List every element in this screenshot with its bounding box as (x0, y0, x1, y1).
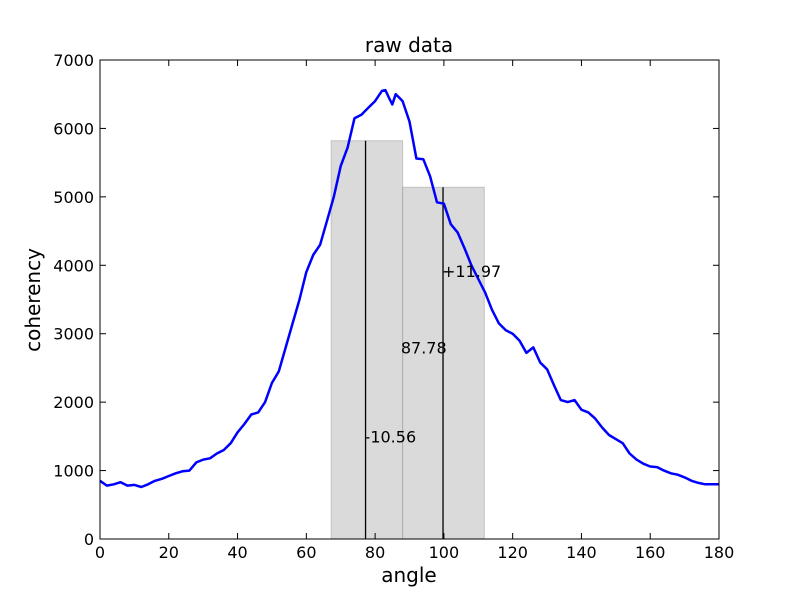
x-tick-label: 100 (429, 543, 460, 562)
chart-title: raw data (365, 33, 453, 57)
y-tick-label: 2000 (53, 393, 94, 412)
y-tick-label: 1000 (53, 462, 94, 481)
y-tick-label: 6000 (53, 119, 94, 138)
annotation-1: -10.56 (365, 427, 417, 446)
x-tick-label: 20 (159, 543, 179, 562)
annotation-2: 87.78 (401, 338, 447, 357)
x-tick-label: 140 (566, 543, 597, 562)
x-tick-label: 180 (704, 543, 735, 562)
x-tick-label: 80 (365, 543, 385, 562)
x-axis-label: angle (381, 563, 437, 587)
y-tick-label: 3000 (53, 325, 94, 344)
series-line-1 (99, 88, 719, 489)
x-tick-label: 160 (635, 543, 666, 562)
y-tick-label: 7000 (53, 51, 94, 70)
y-tick-label: 5000 (53, 188, 94, 207)
y-axis-label: coherency (21, 248, 45, 352)
x-tick-label: 120 (497, 543, 528, 562)
annotation-3: +11.97 (442, 262, 501, 281)
x-tick-label: 60 (296, 543, 316, 562)
band-1 (330, 140, 404, 540)
y-tick-label: 0 (84, 530, 94, 549)
x-tick-label: 40 (227, 543, 247, 562)
y-tick-label: 4000 (53, 256, 94, 275)
plot-frame (99, 59, 720, 540)
x-tick-label: 0 (95, 543, 105, 562)
